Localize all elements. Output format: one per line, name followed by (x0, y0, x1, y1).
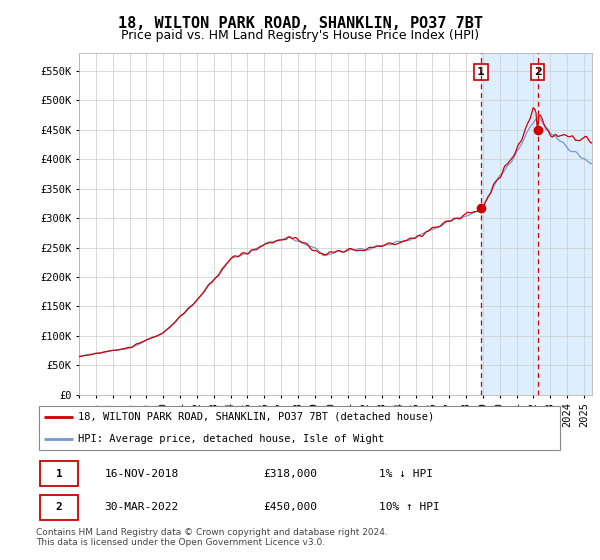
Text: 2: 2 (533, 67, 541, 77)
Text: 18, WILTON PARK ROAD, SHANKLIN, PO37 7BT: 18, WILTON PARK ROAD, SHANKLIN, PO37 7BT (118, 16, 482, 31)
Text: 2: 2 (56, 502, 62, 512)
Text: 18, WILTON PARK ROAD, SHANKLIN, PO37 7BT (detached house): 18, WILTON PARK ROAD, SHANKLIN, PO37 7BT… (78, 412, 434, 422)
Bar (481, 53, 592, 395)
Text: 30-MAR-2022: 30-MAR-2022 (104, 502, 179, 512)
FancyBboxPatch shape (40, 494, 78, 520)
Text: 1: 1 (56, 469, 62, 479)
FancyBboxPatch shape (38, 406, 560, 450)
Text: 16-NOV-2018: 16-NOV-2018 (104, 469, 179, 479)
Text: Price paid vs. HM Land Registry's House Price Index (HPI): Price paid vs. HM Land Registry's House … (121, 29, 479, 42)
Text: £318,000: £318,000 (263, 469, 317, 479)
Text: 10% ↑ HPI: 10% ↑ HPI (379, 502, 440, 512)
Text: 1% ↓ HPI: 1% ↓ HPI (379, 469, 433, 479)
Text: 1: 1 (477, 67, 485, 77)
Text: £450,000: £450,000 (263, 502, 317, 512)
FancyBboxPatch shape (40, 461, 78, 486)
Text: Contains HM Land Registry data © Crown copyright and database right 2024.
This d: Contains HM Land Registry data © Crown c… (36, 528, 388, 547)
Text: HPI: Average price, detached house, Isle of Wight: HPI: Average price, detached house, Isle… (78, 434, 385, 444)
